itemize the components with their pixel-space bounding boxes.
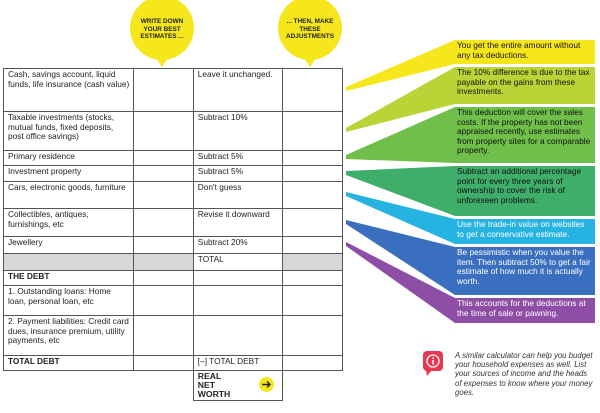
net-worth-label: REAL NET WORTH [197, 371, 231, 399]
note: This accounts for the deductions at the … [457, 298, 586, 318]
bubble-pointer [156, 58, 168, 67]
note-box [455, 219, 595, 244]
adjustment: Leave it unchanged. [192, 68, 284, 112]
note-box [455, 107, 595, 163]
total: TOTAL [192, 253, 284, 271]
note-box [455, 166, 595, 216]
bubble-label: WRITE DOWN YOUR BEST ESTIMATES ... [140, 18, 184, 40]
worth-table: Cash, savings account, liquid funds, lif… [2, 68, 343, 401]
section-heading: THE DEBT [2, 270, 135, 286]
arrow-icon [259, 377, 275, 392]
note: Be pessimistic when you value the item. … [457, 247, 591, 286]
wedge [346, 242, 455, 323]
bubble [130, 0, 194, 60]
wedge [346, 107, 455, 163]
bubble [278, 0, 342, 60]
wedge [346, 40, 455, 91]
adjustment: [–] TOTAL DEBT [192, 355, 284, 371]
note: Use the trade-in value on websites to ge… [457, 219, 585, 239]
bubble-label: ... THEN, MAKE THESE ADJUSTMENTS [286, 18, 334, 40]
adjustment: Subtract 5% [192, 150, 284, 166]
item: Cars, electronic goods, furniture [2, 181, 135, 209]
adjustment: Subtract 10% [192, 111, 284, 151]
item: Taxable investments (stocks, mutual fund… [2, 111, 135, 151]
adjustment: Subtract 20% [192, 236, 284, 254]
wedge [346, 192, 455, 244]
wedge [346, 166, 455, 216]
footer-text: A similar calculator can help you budget… [455, 351, 593, 397]
note: Subtract an additional percentage point … [457, 166, 582, 205]
item: Jewellery [2, 236, 135, 254]
item: Primary residence [2, 150, 135, 166]
note-box [455, 298, 595, 323]
item: Collectibles, antiques, furnishings, etc [2, 208, 135, 237]
note: You get the entire amount without any ta… [457, 40, 581, 60]
note: The 10% difference is due to the tax pay… [457, 67, 590, 97]
item: Cash, savings account, liquid funds, lif… [2, 68, 135, 112]
item: 1. Outstanding loans: Home loan, persona… [2, 285, 135, 316]
net-worth: REAL NET WORTH [192, 370, 284, 401]
info-icon-dot [432, 357, 434, 359]
note-box [455, 40, 595, 64]
adjustment: Subtract 5% [192, 165, 284, 182]
arrow [262, 381, 272, 388]
note-box [455, 247, 595, 295]
adjustment: Revise it downward [192, 208, 284, 237]
info-icon-i [432, 360, 434, 365]
item: Investment property [2, 165, 135, 182]
note-box [455, 67, 595, 104]
note: This deduction will cover the sales cost… [457, 107, 591, 156]
adjustment: Don't guess [192, 181, 284, 209]
total-debt: TOTAL DEBT [2, 355, 135, 371]
bubble-pointer [304, 58, 316, 67]
wedge [346, 67, 455, 132]
info-icon-ring [426, 354, 440, 368]
item: 2. Payment liabilities: Credit card dues… [2, 315, 135, 356]
info-icon-tail [426, 370, 432, 376]
wedge [346, 220, 455, 295]
